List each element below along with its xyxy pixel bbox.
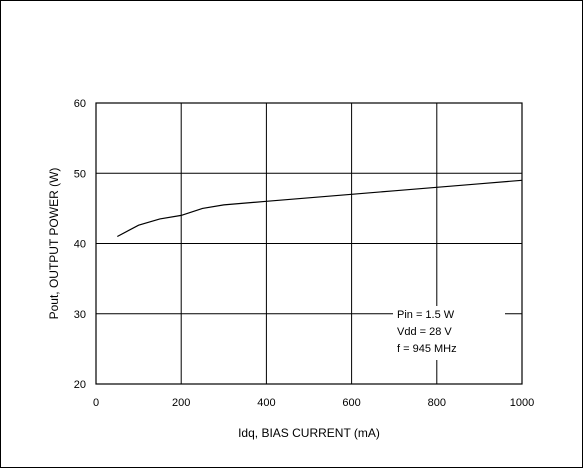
- y-tick-label-3: 50: [74, 168, 86, 180]
- x-tick-labels: 0 200 400 600 800 1000: [93, 397, 534, 409]
- annotation-pin: Pin = 1.5 W: [397, 309, 455, 321]
- x-tick-label-5: 1000: [510, 397, 534, 409]
- annotation-frequency: f = 945 MHz: [397, 343, 457, 355]
- x-tick-label-1: 200: [172, 397, 190, 409]
- x-tick-label-4: 800: [428, 397, 446, 409]
- y-tick-label-1: 30: [74, 309, 86, 321]
- x-tick-label-2: 400: [257, 397, 275, 409]
- x-axis-label: Idq, BIAS CURRENT (mA): [238, 426, 380, 440]
- x-tick-label-3: 600: [342, 397, 360, 409]
- y-axis-label: Pout, OUTPUT POWER (W): [47, 168, 61, 320]
- annotation-vdd: Vdd = 28 V: [397, 326, 452, 338]
- series-line-pout: [117, 180, 522, 236]
- y-tick-label-4: 60: [74, 98, 86, 110]
- y-tick-labels: 20 30 40 50 60: [74, 98, 86, 391]
- y-tick-label-2: 40: [74, 239, 86, 251]
- x-tick-label-0: 0: [93, 397, 99, 409]
- y-tick-label-0: 20: [74, 379, 86, 391]
